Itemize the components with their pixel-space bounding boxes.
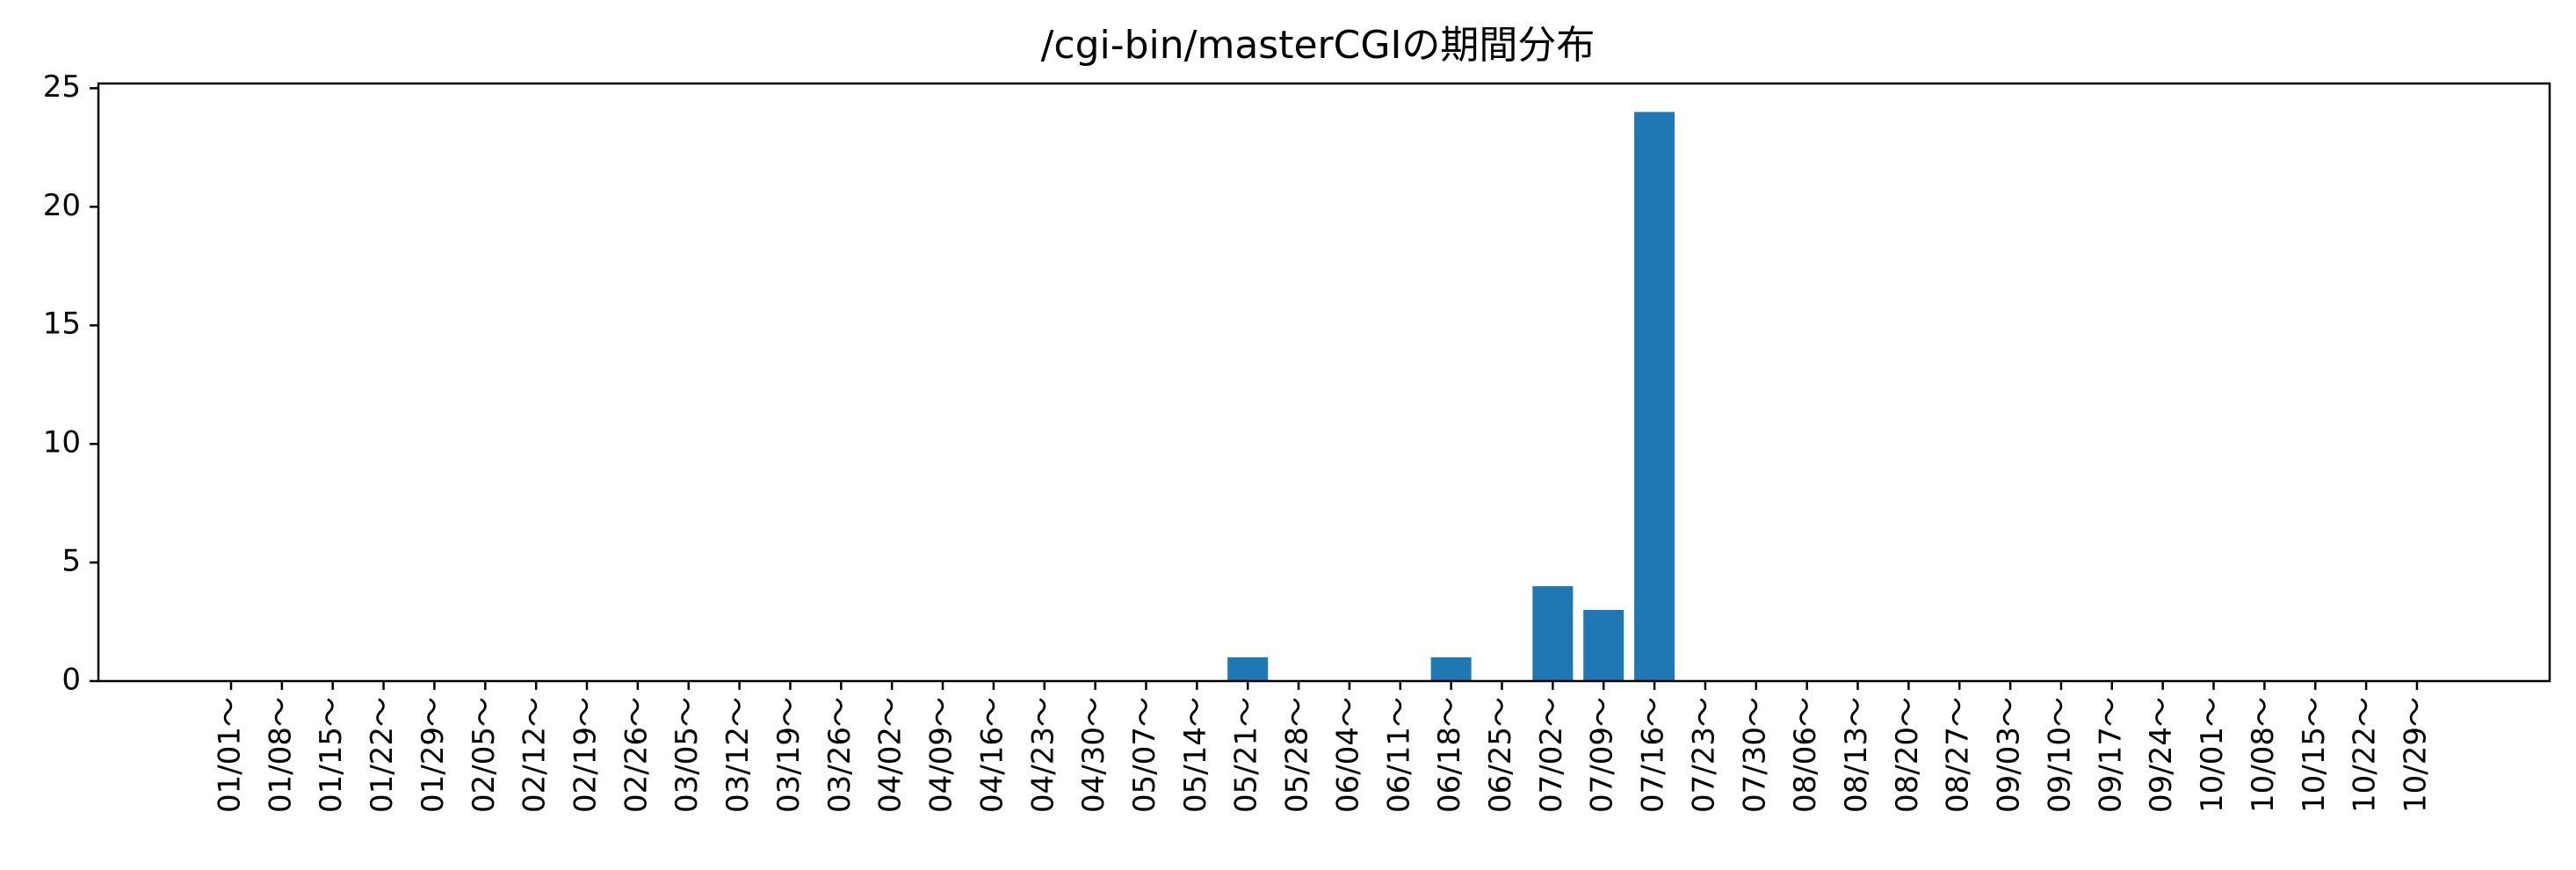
bar-24: [1430, 657, 1472, 681]
x-tick-label: 04/16～: [974, 697, 1009, 813]
x-tick-label: 03/26～: [822, 697, 857, 813]
x-tick-label: 06/04～: [1330, 697, 1365, 813]
y-tick-label: 0: [62, 663, 81, 698]
y-tick-label: 15: [43, 307, 81, 342]
x-tick-label: 08/06～: [1788, 697, 1823, 813]
bar-20: [1227, 657, 1269, 681]
x-tick-label: 02/05～: [467, 697, 502, 813]
x-tick-label: 02/26～: [619, 697, 654, 813]
plot-frame: [97, 82, 2551, 683]
x-tick-label: 04/02～: [873, 697, 908, 813]
x-tick-label: 05/28～: [1280, 697, 1315, 813]
x-tick-label: 09/10～: [2042, 697, 2077, 813]
chart-title: /cgi-bin/masterCGIの期間分布: [1041, 23, 1596, 68]
x-tick-label: 07/30～: [1737, 697, 1772, 813]
x-tick-label: 04/23～: [1025, 697, 1060, 813]
x-tick-label: 08/13～: [1839, 697, 1874, 813]
x-tick-label: 04/09～: [924, 697, 959, 813]
x-tick-label: 08/20～: [1890, 697, 1925, 813]
bar-26: [1532, 586, 1574, 681]
x-tick-label: 10/01～: [2195, 697, 2230, 813]
x-tick-label: 01/29～: [416, 697, 451, 813]
x-tick-label: 06/18～: [1432, 697, 1467, 813]
x-tick-label: 10/08～: [2246, 697, 2281, 813]
x-tick-label: 08/27～: [1941, 697, 1976, 813]
x-tick-label: 05/07～: [1127, 697, 1162, 813]
x-tick-label: 10/29～: [2398, 697, 2433, 813]
x-tick-label: 09/24～: [2144, 697, 2179, 813]
x-tick-label: 07/16～: [1636, 697, 1671, 813]
x-tick-label: 09/03～: [1992, 697, 2027, 813]
x-tick-label: 07/02～: [1534, 697, 1569, 813]
y-tick-label: 20: [43, 188, 81, 223]
x-tick-label: 02/12～: [517, 697, 553, 813]
x-tick-label: 01/08～: [263, 697, 298, 813]
x-tick-label: 01/01～: [213, 697, 248, 813]
bar-28: [1634, 112, 1675, 681]
y-tick-label: 10: [43, 425, 81, 460]
x-tick-label: 07/09～: [1585, 697, 1620, 813]
bars-group: [1227, 112, 1675, 681]
y-tick-label: 25: [43, 69, 81, 105]
x-tick-label: 09/17～: [2093, 697, 2128, 813]
x-tick-label: 04/30～: [1076, 697, 1111, 813]
x-tick-label: 06/11～: [1381, 697, 1416, 813]
x-tick-label: 06/25～: [1483, 697, 1518, 813]
x-tick-label: 05/21～: [1229, 697, 1264, 813]
x-tick-label: 03/05～: [669, 697, 705, 813]
y-axis: 0 5 10 15 20 25: [43, 69, 98, 698]
x-axis: 01/01～ 01/08～ 01/15～ 01/22～ 01/29～ 02/05～ 02/1…: [213, 681, 2433, 813]
x-tick-label: 05/14～: [1178, 697, 1213, 813]
x-tick-label: 01/22～: [365, 697, 400, 813]
x-tick-label: 07/23～: [1686, 697, 1721, 813]
x-tick-label: 03/12～: [720, 697, 756, 813]
x-tick-label: 02/19～: [568, 697, 604, 813]
bar-27: [1583, 610, 1624, 681]
x-tick-label: 01/15～: [314, 697, 349, 813]
y-tick-label: 5: [62, 544, 81, 579]
x-tick-label: 10/15～: [2297, 697, 2332, 813]
x-tick-label: 10/22～: [2348, 697, 2383, 813]
x-tick-label: 03/19～: [771, 697, 807, 813]
